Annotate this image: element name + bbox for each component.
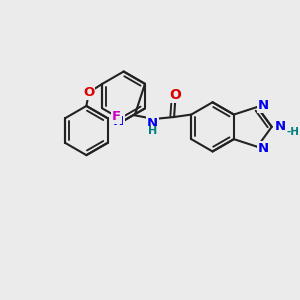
Text: F: F xyxy=(112,110,121,123)
Text: N: N xyxy=(275,120,286,134)
Text: O: O xyxy=(83,86,94,99)
Text: H: H xyxy=(148,126,157,136)
Text: N: N xyxy=(258,99,269,112)
Text: -H: -H xyxy=(287,127,300,137)
Text: N: N xyxy=(257,142,268,155)
Text: N: N xyxy=(113,115,124,128)
Text: O: O xyxy=(169,88,181,102)
Text: N: N xyxy=(147,117,158,130)
